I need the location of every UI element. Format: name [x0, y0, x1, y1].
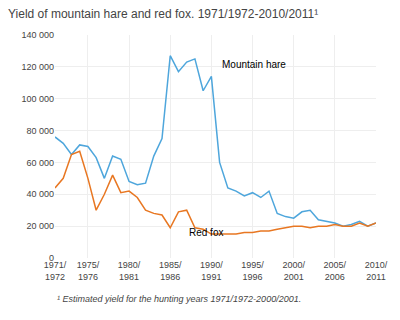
svg-text:2000/2001: 2000/2001: [282, 260, 305, 282]
svg-text:¹ Estimated yield for the hunt: ¹ Estimated yield for the hunting years …: [57, 294, 301, 304]
svg-text:2005/2006: 2005/2006: [324, 260, 347, 282]
svg-text:1971/1972: 1971/1972: [44, 260, 67, 282]
svg-text:0: 0: [49, 253, 54, 263]
svg-text:140 000: 140 000: [21, 30, 54, 40]
svg-text:80 000: 80 000: [26, 126, 54, 136]
svg-text:1995/1996: 1995/1996: [241, 260, 264, 282]
svg-text:Yield of mountain hare and red: Yield of mountain hare and red fox. 1971…: [8, 7, 318, 21]
svg-text:40 000: 40 000: [26, 189, 54, 199]
svg-text:1990/1991: 1990/1991: [200, 260, 223, 282]
svg-text:1975/1976: 1975/1976: [77, 260, 100, 282]
svg-text:100 000: 100 000: [21, 94, 54, 104]
svg-text:1985/1986: 1985/1986: [159, 260, 182, 282]
svg-text:Mountain hare: Mountain hare: [222, 59, 286, 70]
svg-text:20 000: 20 000: [26, 221, 54, 231]
svg-text:2010/2011: 2010/2011: [365, 260, 388, 282]
svg-text:1980/1981: 1980/1981: [118, 260, 141, 282]
svg-text:60 000: 60 000: [26, 158, 54, 168]
svg-text:120 000: 120 000: [21, 62, 54, 72]
svg-text:Red fox: Red fox: [189, 227, 223, 238]
